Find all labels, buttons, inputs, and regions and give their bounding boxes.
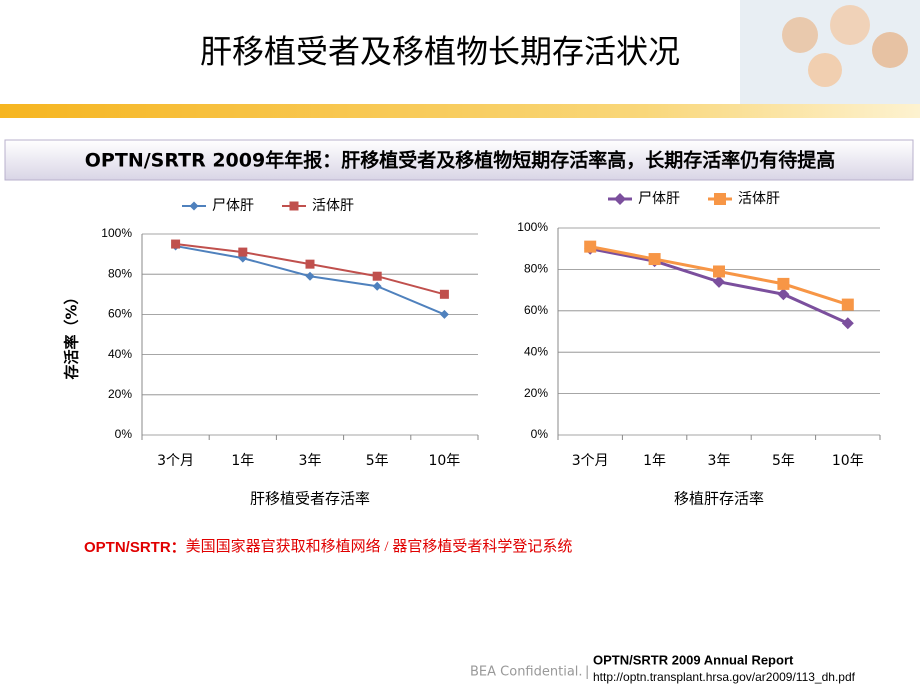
- title-bar: [0, 104, 920, 118]
- y-tick-label: 0%: [115, 427, 133, 441]
- point: [305, 259, 315, 269]
- point: [714, 193, 726, 205]
- confidential: BEA Confidential.: [470, 665, 583, 680]
- point: [713, 265, 725, 278]
- point: [171, 239, 181, 249]
- slide-title: 肝移植受者及移植物长期存活状况: [200, 33, 680, 69]
- point: [289, 201, 299, 211]
- legend-label: 活体肝: [312, 198, 354, 214]
- point: [777, 288, 790, 301]
- point: [189, 201, 199, 211]
- x-tick-label: 1年: [231, 453, 254, 469]
- point: [841, 317, 854, 330]
- y-tick-label: 100%: [517, 220, 548, 234]
- banner-box: [4, 139, 914, 181]
- point: [584, 240, 597, 253]
- point: [439, 309, 449, 319]
- x-tick-label: 10年: [832, 453, 864, 469]
- point: [372, 281, 382, 291]
- y-tick-label: 0%: [531, 427, 549, 441]
- point: [439, 289, 449, 299]
- x-tick-label: 10年: [428, 453, 460, 469]
- point: [841, 298, 854, 311]
- x-tick-label: 5年: [366, 453, 389, 469]
- x-axis-label: 肝移植受者存活率: [250, 490, 370, 507]
- point: [305, 271, 315, 281]
- y-tick-label: 60%: [524, 303, 548, 317]
- y-tick-label: 100%: [101, 226, 132, 240]
- note: OPTN/SRTR：美国国家器官获取和移植网络 / 器官移植受者科学登记系统: [84, 538, 572, 556]
- source-title: OPTN/SRTR 2009 Annual Report: [593, 652, 794, 667]
- note-term: OPTN/SRTR：: [84, 539, 186, 556]
- y-tick-label: 20%: [524, 386, 548, 400]
- x-tick-label: 3个月: [572, 453, 609, 469]
- point: [648, 253, 661, 266]
- point: [238, 247, 248, 257]
- series-line: [175, 243, 445, 296]
- x-tick-label: 5年: [772, 453, 795, 469]
- photo: [740, 0, 920, 110]
- y-tick-label: 20%: [108, 387, 132, 401]
- legend-label: 活体肝: [738, 191, 780, 207]
- source-url: http://optn.transplant.hrsa.gov/ar2009/1…: [593, 670, 856, 684]
- y-tick-label: 40%: [524, 344, 548, 358]
- point: [372, 271, 382, 281]
- y-tick-label: 40%: [108, 347, 132, 361]
- banner: OPTN/SRTR 2009年年报：肝移植受者及移植物短期存活率高，长期存活率仍…: [85, 149, 835, 172]
- x-tick-label: 3年: [708, 453, 731, 469]
- y-axis-label: 存活率（%）: [63, 289, 81, 379]
- y-tick-label: 80%: [108, 266, 132, 280]
- point: [614, 193, 626, 205]
- point: [777, 277, 790, 290]
- legend-label: 尸体肝: [638, 191, 680, 207]
- x-axis-label: 移植肝存活率: [674, 490, 764, 507]
- x-tick-label: 1年: [643, 453, 666, 469]
- legend-label: 尸体肝: [212, 198, 254, 214]
- x-tick-label: 3年: [299, 453, 322, 469]
- y-tick-label: 80%: [524, 262, 548, 276]
- separator: |: [585, 665, 589, 680]
- y-tick-label: 60%: [108, 307, 132, 321]
- point: [713, 275, 725, 288]
- x-tick-label: 3个月: [157, 453, 194, 469]
- note-text: 美国国家器官获取和移植网络 / 器官移植受者科学登记系统: [186, 538, 573, 555]
